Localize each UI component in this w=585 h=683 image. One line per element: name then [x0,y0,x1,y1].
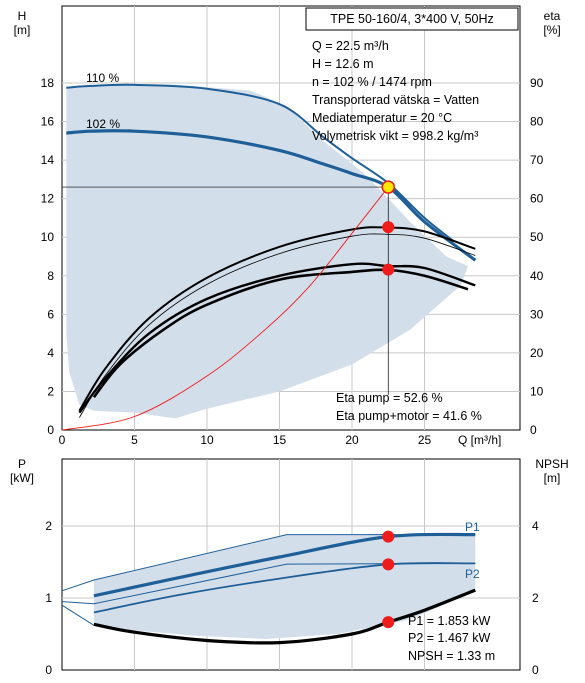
qh-left-tick-label: 14 [41,153,55,167]
qh-x-tick-label: 10 [200,433,214,447]
power-left-axis-unit-bracket: [kW] [10,471,34,485]
power-range-line [61,604,95,626]
p1-curve [93,532,476,598]
info-flow: Q = 22.5 m³/h [312,39,389,53]
eta-pump-curve [78,226,476,412]
eta-total-label: Eta pump+motor = 41.6 % [336,409,482,423]
qh-curve-102 [66,129,477,262]
operating-point-head-marker [381,180,395,194]
qh-right-tick-label: 40 [530,269,544,283]
operating-point-eta-total-marker [382,263,395,276]
info-head: H = 12.6 m [312,57,374,71]
qh-left-tick-label: 18 [41,76,55,90]
power-left-tick-label: 2 [45,519,52,533]
qh-right-tick-label: 90 [530,76,544,90]
npsh-right-tick-label: 0 [532,663,539,677]
system-curve [61,186,389,431]
npsh-value-label: NPSH = 1.33 m [408,649,495,663]
npsh-right-tick-label: 4 [532,519,539,533]
qh-left-tick-label: 4 [47,346,54,360]
curve-label-110: 110 % [86,71,119,85]
qh-right-tick-label: 0 [530,423,537,437]
qh-left-tick-label: 16 [41,115,55,129]
eta-secondary-curve [92,268,469,399]
qh-right-tick-label: 80 [530,115,544,129]
info-temperature: Mediatemperatur = 20 °C [312,111,452,125]
info-speed: n = 102 % / 1474 rpm [312,75,432,89]
p2-value-label: P2 = 1.467 kW [408,631,491,645]
qh-right-tick-label: 50 [530,230,544,244]
npsh-right-tick-label: 2 [532,591,539,605]
qh-right-tick-label: 20 [530,346,544,360]
info-density: Volymetrisk vikt = 998.2 kg/m³ [312,129,478,143]
qh-left-tick-label: 6 [47,307,54,321]
power-left-axis-unit: P [18,457,26,471]
p1-value-label: P1 = 1.853 kW [408,614,491,628]
power-range-line [61,534,476,592]
qh-right-axis-unit: eta [544,9,561,23]
qh-marks [61,83,477,431]
qh-right-tick-label: 60 [530,192,544,206]
npsh-curve [93,588,476,645]
power-range-envelope [93,534,476,640]
qh-x-tick-label: 0 [59,433,66,447]
qh-curve-110 [66,83,455,242]
operating-point-eta-pump-marker [382,221,395,234]
qh-x-tick-label: 20 [345,433,359,447]
title-box [305,7,519,31]
qh-left-axis-unit-bracket: [m] [14,23,31,37]
qh-left-tick-label: 0 [47,423,54,437]
qh-right-tick-label: 30 [530,307,544,321]
qh-x-tick-label: 15 [273,433,287,447]
operating-point-p2-marker [382,558,395,571]
power-range-line [61,562,476,605]
p2-curve [93,562,476,614]
qh-x-tick-label: 25 [418,433,432,447]
qh-x-tick-label: 5 [131,433,138,447]
eta-pump-label: Eta pump = 52.6 % [336,391,443,405]
power-marks [61,530,476,645]
chart-title: TPE 50-160/4, 3*400 V, 50Hz [330,12,494,26]
info-liquid: Transporterad vätska = Vatten [312,93,479,107]
npsh-axis-unit-bracket: [m] [544,471,561,485]
qh-right-axis-unit-bracket: [%] [543,23,560,37]
qh-left-tick-label: 2 [47,384,54,398]
series-label-p1: P1 [465,520,480,534]
qh-left-tick-label: 8 [47,269,54,283]
eta-total-curve [78,262,476,414]
eta-pump-curve-thin [79,233,476,418]
qh-right-tick-label: 10 [530,384,544,398]
qh-left-tick-label: 12 [41,192,55,206]
power-left-tick-label: 0 [45,663,52,677]
qh-right-tick-label: 70 [530,153,544,167]
operating-point-npsh-marker [382,616,395,629]
npsh-axis-unit: NPSH [535,457,568,471]
series-label-p2: P2 [465,567,480,581]
qh-left-tick-label: 10 [41,230,55,244]
qh-left-axis-unit: H [18,9,27,23]
curve-label-102: 102 % [86,117,120,131]
power-left-tick-label: 1 [45,591,52,605]
qh-x-axis-label: Q [m³/h] [458,433,501,447]
operating-point-p1-marker [382,530,395,543]
